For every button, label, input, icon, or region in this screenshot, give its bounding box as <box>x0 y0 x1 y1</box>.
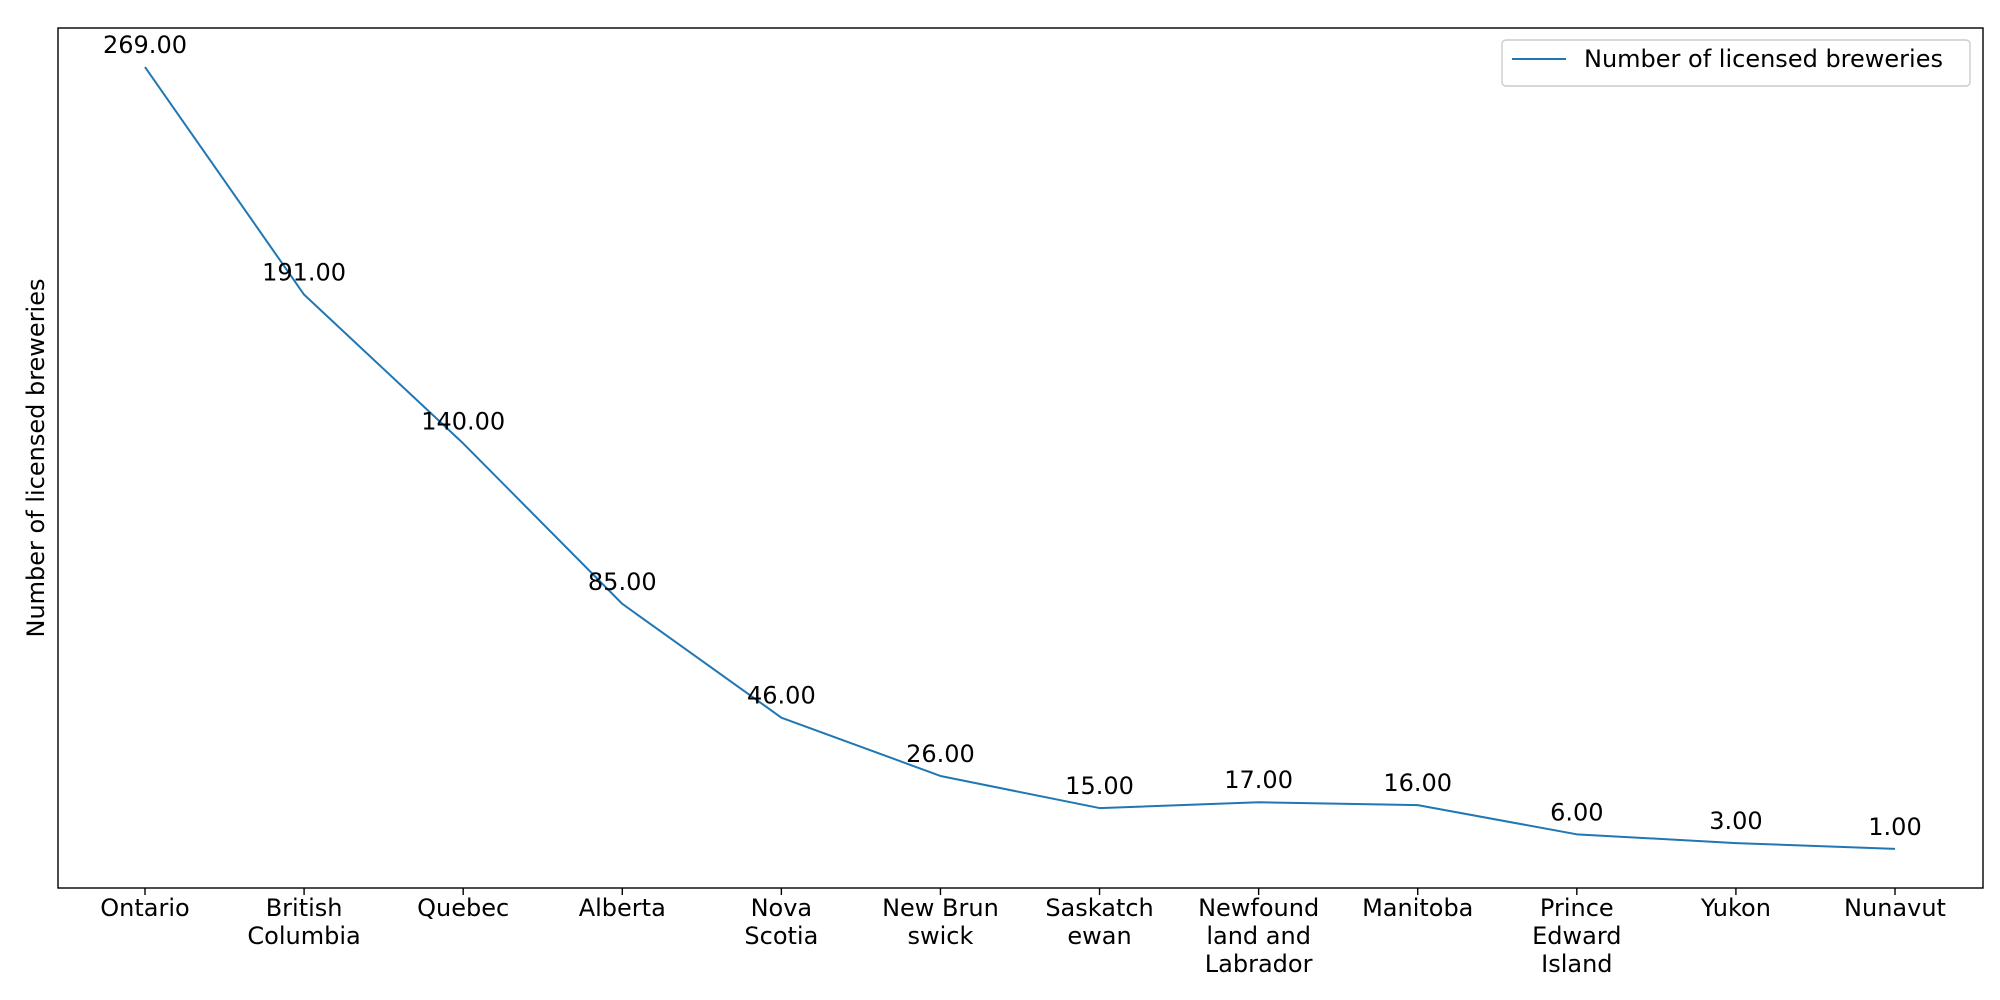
x-tick-label: Prince Edward Island <box>1532 894 1621 978</box>
data-label: 16.00 <box>1383 769 1452 797</box>
x-tick-label: Nunavut <box>1844 894 1946 922</box>
legend-box <box>1501 39 1971 87</box>
data-label: 1.00 <box>1868 813 1921 841</box>
x-tick-label: Quebec <box>417 894 509 922</box>
data-label: 26.00 <box>906 740 975 768</box>
x-tick-label: Saskatch ewan <box>1045 894 1153 950</box>
x-tick-label: Yukon <box>1700 894 1771 922</box>
data-label: 46.00 <box>747 682 816 710</box>
x-tick-label: Nova Scotia <box>744 894 818 950</box>
series-line <box>144 66 1896 850</box>
data-label: 15.00 <box>1065 772 1134 800</box>
x-tick-label: Manitoba <box>1362 894 1473 922</box>
data-label: 6.00 <box>1550 798 1603 826</box>
x-tick-label: Alberta <box>579 894 666 922</box>
plot-frame <box>57 27 1984 889</box>
x-tick-label: British Columbia <box>247 894 360 950</box>
data-label: 269.00 <box>103 31 187 59</box>
series-group <box>144 66 1896 850</box>
data-label-group: 269.00 191.00 140.00 85.00 46.00 26.00 15.00 17… <box>103 31 1922 841</box>
x-tick-label: Newfound land and Labrador <box>1198 894 1319 978</box>
x-tick-label: Ontario <box>100 894 189 922</box>
data-label: 17.00 <box>1224 766 1293 794</box>
y-axis-label: Number of licensed breweries <box>22 279 50 638</box>
data-label: 85.00 <box>588 568 657 596</box>
legend-label: Number of licensed breweries <box>1584 45 1943 73</box>
data-label: 140.00 <box>421 407 505 435</box>
x-tick-group: Ontario British Columbia Quebec Alberta Nova S… <box>100 888 1946 978</box>
data-label: 191.00 <box>262 259 346 287</box>
x-tick-label: New Brun swick <box>882 894 999 950</box>
legend: Number of licensed breweries <box>1501 39 1971 87</box>
data-label: 3.00 <box>1709 807 1762 835</box>
plot-frame-group <box>57 27 1984 889</box>
